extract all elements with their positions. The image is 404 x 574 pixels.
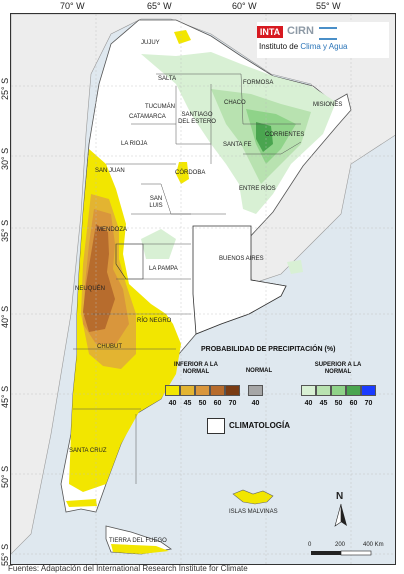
yellow-cordoba-blob [176,162,189,184]
legend-value-below-60: 60 [213,400,222,407]
source-footer: Fuentes: Adaptación del International Re… [8,564,248,573]
legend-title: PROBABILIDAD DE PRECIPITACIÓN (%) [201,346,336,353]
label-neuquen: NEUQUÉN [75,286,106,292]
neighbor-countries [11,14,395,555]
legend-value-below-45: 45 [183,400,192,407]
legend-value-above-70: 70 [364,400,373,407]
yellow-tdf-coast [66,499,97,507]
north-label: N [336,491,344,502]
label-buenos-aires: BUENOS AIRES [219,256,264,262]
label-la-rioja: LA RIOJA [121,141,148,147]
legend-normal-label: NORMAL [245,368,273,374]
label-corrientes: CORRIENTES [265,132,305,138]
water-waves-icon [319,27,337,40]
institute-accent: Clima y Agua [300,42,348,51]
climatology-swatch [207,418,225,434]
legend-swatch-below-45 [180,385,195,396]
legend-value-above-40: 40 [304,400,313,407]
map-frame: JUJUY SALTA FORMOSA MISIONES CHACO TUCUM… [10,13,396,565]
label-rio-negro: RÍO NEGRO [137,318,172,324]
institute-name: Instituto de Clima y Agua [259,42,348,51]
legend-above-label: SUPERIOR A LA NORMAL [314,362,362,375]
lat-label-50s: 50° S [0,465,10,488]
legend-value-below-40: 40 [168,400,177,407]
label-salta: SALTA [158,76,177,82]
legend-swatch-normal-40 [248,385,263,396]
lat-label-35s: 35° S [0,219,10,242]
tdf-yellow [111,544,169,554]
label-formosa: FORMOSA [243,80,274,86]
label-islas-malvinas: ISLAS MALVINAS [229,509,278,515]
label-la-pampa: LA PAMPA [149,266,178,272]
label-san-luis: SAN LUIS [149,196,163,209]
lat-label-40s: 40° S [0,305,10,328]
lon-label-60w: 60° W [232,1,257,11]
label-chubut: CHUBUT [97,344,122,350]
institute-prefix: Instituto de [259,42,301,51]
scale-label-0: 0 [308,542,312,548]
legend-swatch-above-50 [331,385,346,396]
label-tucuman: TUCUMÁN [145,104,175,110]
label-santa-cruz: SANTA CRUZ [69,448,107,454]
malvinas-islands [232,489,274,505]
legend-swatch-below-60 [210,385,225,396]
legend-value-below-50: 50 [198,400,207,407]
north-arrow-icon [334,503,347,527]
label-catamarca: CATAMARCA [129,114,166,120]
scale-label-200: 200 [335,542,346,548]
legend-swatch-above-45 [316,385,331,396]
legend-swatch-above-60 [346,385,361,396]
legend-swatch-above-40 [301,385,316,396]
label-jujuy: JUJUY [141,40,160,46]
lon-label-70w: 70° W [60,1,85,11]
legend-swatch-below-40 [165,385,180,396]
label-entre-rios: ENTRE RÍOS [239,186,276,192]
label-chaco: CHACO [224,100,246,106]
below-60-region [83,224,115,332]
lon-label-55w: 55° W [316,1,341,11]
label-cordoba: CÓRDOBA [175,170,206,176]
legend-swatch-below-50 [195,385,210,396]
label-santiago-del-estero: SANTIAGO DEL ESTERO [178,112,216,125]
legend-swatch-above-70 [361,385,376,396]
lon-label-65w: 65° W [147,1,172,11]
inta-logo-badge: INTA [257,26,283,38]
above-40-ba-coast [287,260,303,274]
scale-bar [311,550,372,556]
label-tierra-del-fuego: TIERRA DEL FUEGO [109,538,167,544]
cirn-logo-text: CIRN [287,25,314,37]
yellow-north-blob [174,30,191,44]
lat-label-25s: 25° S [0,77,10,100]
label-misiones: MISIONES [313,102,343,108]
label-santa-fe: SANTA FE [223,142,252,148]
legend-swatch-below-70 [225,385,240,396]
climatology-outline [192,225,287,335]
legend-value-below-70: 70 [228,400,237,407]
legend-below-label: INFERIOR A LA NORMAL [174,362,218,375]
label-mendoza: MENDOZA [97,227,127,233]
legend-value-above-60: 60 [349,400,358,407]
lat-label-30s: 30° S [0,147,10,170]
graticule [11,14,395,564]
map-canvas [11,14,395,564]
legend-value-normal-40: 40 [251,400,260,407]
scale-label-400: 400 Km [363,542,384,548]
legend-value-above-45: 45 [319,400,328,407]
legend-value-above-50: 50 [334,400,343,407]
above-60-region [256,122,273,152]
lat-label-55s: 55° S [0,543,10,566]
lat-label-45s: 45° S [0,385,10,408]
institute-logo: INTA CIRN Instituto de Clima y Agua [257,22,389,58]
label-san-juan: SAN JUAN [95,168,125,174]
climatology-label: CLIMATOLOGÍA [229,421,291,430]
